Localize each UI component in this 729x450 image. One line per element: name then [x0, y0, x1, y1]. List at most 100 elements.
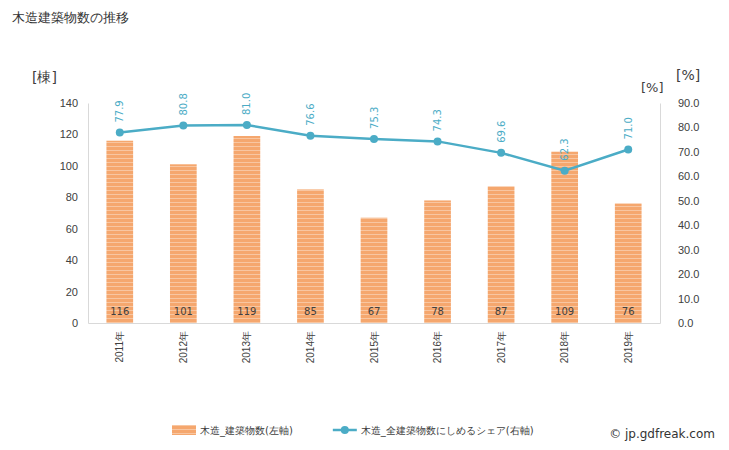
bar: [488, 186, 515, 323]
bars: [106, 136, 641, 323]
legend-item: 木造_建築物数(左軸): [172, 425, 293, 437]
x-tick: 2016年: [432, 323, 443, 363]
bar: [234, 136, 261, 323]
x-tick-label: 2018年: [559, 331, 570, 363]
bar-label: 109: [555, 306, 574, 317]
y2-tick-label: 80.0: [678, 121, 699, 133]
line-label: 62.3: [559, 138, 570, 160]
x-tick-label: 2013年: [241, 331, 252, 363]
line-label: 75.3: [369, 107, 380, 129]
y2-tick-label: 90.0: [678, 97, 699, 109]
source: © jp.gdfreak.com: [609, 427, 715, 441]
x-axis-line: [89, 323, 661, 324]
y2-tick-label: 60.0: [678, 170, 699, 182]
line-label: 77.9: [114, 100, 125, 122]
bar: [170, 164, 197, 323]
line-label: 81.0: [241, 93, 252, 115]
y-tick-label: 40: [66, 254, 78, 266]
plot: 0 20 40 60 80 100 120 140 0.0 10.0 20.0 30.0 40.0 50.…: [60, 93, 700, 364]
legend-swatch: [172, 425, 196, 435]
x-tick: 2015年: [369, 323, 380, 363]
legend-label: 木造_建築物数(左軸): [200, 425, 293, 437]
y-tick-label: 140: [60, 97, 78, 109]
marker: [624, 145, 632, 153]
y-tick-label: 0: [72, 317, 78, 329]
title: 木造建築物数の推移: [12, 10, 129, 25]
y2-tick-label: 30.0: [678, 244, 699, 256]
bar-label: 101: [174, 306, 193, 317]
line-label: 76.6: [305, 103, 316, 125]
x-tick-label: 2014年: [305, 331, 316, 363]
bar-label: 78: [431, 306, 444, 317]
y-tick-label: 100: [60, 160, 78, 172]
y-tick: 120: [60, 128, 88, 140]
x-tick-label: 2016年: [432, 331, 443, 363]
data-labels: 116101119856778871097677.980.881.076.675…: [110, 93, 634, 317]
bar-label: 76: [622, 306, 635, 317]
y2-tick-label: 70.0: [678, 146, 699, 158]
y2-tick-label: 50.0: [678, 195, 699, 207]
y-axis-line: [88, 104, 89, 324]
bar-label: 87: [495, 306, 508, 317]
bar-label: 116: [110, 306, 129, 317]
y2-tick: 40.0: [660, 219, 699, 231]
x-axis: 2011年 2012年 2013年 2014年 2015年 2016年 2017年 2018年…: [89, 323, 661, 363]
marker: [434, 137, 442, 145]
x-tick: 2013年: [241, 323, 252, 363]
y2-axis-line: [660, 104, 661, 324]
annotation: [%]: [641, 80, 664, 95]
y2-tick: 30.0: [660, 244, 699, 256]
marks: [106, 121, 641, 323]
marker: [116, 129, 124, 137]
y2-tick: 80.0: [660, 121, 699, 133]
bar: [424, 200, 451, 323]
y2-tick-label: 20.0: [678, 268, 699, 280]
bar-label: 67: [368, 306, 381, 317]
y2-axis-title: [%]: [676, 67, 700, 83]
y-tick: 140: [60, 97, 88, 109]
bar: [551, 152, 578, 323]
bar: [361, 218, 388, 323]
bar: [297, 189, 324, 323]
marker: [179, 121, 187, 129]
y2-tick: 0.0: [660, 317, 693, 329]
y2-tick-label: 10.0: [678, 293, 699, 305]
x-tick: 2017年: [496, 323, 507, 363]
bar: [615, 204, 642, 323]
y-tick: 80: [66, 191, 88, 203]
x-tick-label: 2012年: [178, 331, 189, 363]
y-tick-label: 60: [66, 223, 78, 235]
line-label: 71.0: [623, 117, 634, 139]
y-tick: 0: [72, 317, 88, 329]
x-tick: 2019年: [623, 323, 634, 363]
y-axis: 0 20 40 60 80 100 120 140: [60, 97, 89, 329]
y-tick-label: 120: [60, 128, 78, 140]
bar: [106, 141, 133, 323]
bar-label: 119: [237, 306, 256, 317]
y-tick: 40: [66, 254, 88, 266]
y-tick: 100: [60, 160, 88, 172]
line-label: 69.6: [496, 121, 507, 143]
y2-tick-label: 0.0: [678, 317, 693, 329]
y2-tick-label: 40.0: [678, 219, 699, 231]
legend-marker: [341, 426, 349, 434]
x-tick: 2018年: [559, 323, 570, 363]
y-axis-title: [棟]: [32, 69, 57, 85]
x-tick-label: 2017年: [496, 331, 507, 363]
marker: [370, 135, 378, 143]
line: [120, 125, 628, 171]
y-tick: 20: [66, 286, 88, 298]
marker: [497, 149, 505, 157]
y2-tick: 70.0: [660, 146, 699, 158]
legend-item: 木造_全建築物数にしめるシェア(右軸): [333, 425, 534, 437]
legend: 木造_建築物数(左軸) 木造_全建築物数にしめるシェア(右軸): [172, 425, 534, 437]
x-tick: 2012年: [178, 323, 189, 363]
y2-tick: 20.0: [660, 268, 699, 280]
y2-tick: 10.0: [660, 293, 699, 305]
y2-tick: 60.0: [660, 170, 699, 182]
x-tick-label: 2011年: [114, 331, 125, 363]
chart: 木造建築物数の推移 0 20 40 60 80 100 120 140 0.0 10.0 20.0 30…: [0, 0, 729, 450]
y-tick-label: 80: [66, 191, 78, 203]
x-tick: 2011年: [114, 323, 125, 363]
line-label: 74.3: [432, 109, 443, 131]
